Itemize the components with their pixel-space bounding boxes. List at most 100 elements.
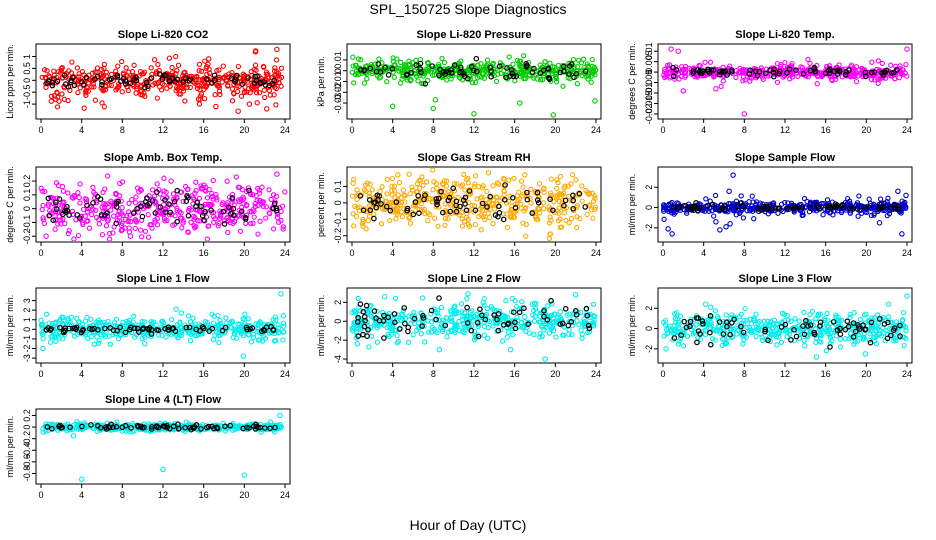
- panel-title: Slope Sample Flow: [735, 152, 836, 164]
- data-point: [805, 56, 811, 63]
- data-point: [874, 312, 881, 318]
- data-point: [358, 57, 364, 63]
- data-point: [52, 320, 58, 327]
- reference-point: [876, 316, 883, 322]
- data-point: [513, 208, 520, 214]
- reference-point: [694, 67, 701, 73]
- data-point: [782, 59, 788, 66]
- data-point: [106, 236, 113, 241]
- x-tick-label: 24: [591, 125, 601, 135]
- data-point: [795, 73, 801, 80]
- data-point: [493, 66, 499, 72]
- reference-point: [832, 201, 839, 207]
- data-point: [583, 73, 589, 80]
- reference-point: [890, 327, 897, 334]
- data-point: [385, 331, 391, 338]
- reference-point: [360, 207, 367, 214]
- reference-point: [108, 76, 115, 82]
- reference-point: [765, 206, 771, 212]
- data-point: [350, 63, 356, 69]
- data-point: [392, 194, 398, 201]
- reference-point: [541, 307, 547, 314]
- reference-point: [98, 212, 105, 218]
- reference-point: [365, 326, 371, 333]
- y-tick-label: -0.02: [333, 82, 343, 103]
- reference-point: [762, 328, 768, 335]
- data-point: [361, 187, 368, 193]
- data-point: [137, 227, 144, 233]
- reference-point: [512, 205, 519, 211]
- data-point: [587, 328, 593, 335]
- reference-point: [412, 199, 419, 205]
- data-point: [275, 322, 281, 328]
- data-point: [161, 202, 167, 208]
- data-point: [471, 328, 478, 335]
- data-point: [84, 218, 90, 224]
- reference-point: [850, 206, 856, 212]
- data-point: [542, 59, 548, 65]
- y-axis-label: ml/min per min.: [5, 295, 15, 357]
- reference-point: [408, 69, 415, 76]
- x-tick-label: 24: [902, 248, 912, 258]
- data-point: [79, 69, 86, 75]
- data-point: [584, 211, 590, 218]
- reference-point: [157, 204, 164, 211]
- reference-point: [208, 207, 214, 214]
- data-point: [458, 209, 465, 216]
- x-tick-label: 4: [79, 369, 84, 379]
- data-point: [251, 66, 257, 73]
- data-point: [861, 312, 868, 318]
- x-tick-label: 0: [38, 248, 43, 258]
- data-point: [190, 213, 197, 219]
- reference-point: [548, 297, 554, 304]
- reference-point: [172, 328, 179, 335]
- data-point: [60, 200, 66, 206]
- reference-point: [385, 72, 392, 78]
- data-point: [263, 204, 269, 210]
- reference-point: [76, 215, 83, 221]
- data-point: [192, 80, 198, 86]
- data-point: [752, 205, 758, 211]
- data-point: [663, 71, 669, 77]
- data-point: [673, 209, 679, 215]
- data-point: [418, 207, 425, 213]
- data-point: [742, 305, 748, 312]
- reference-point: [535, 200, 542, 206]
- reference-point: [122, 329, 129, 336]
- data-point: [833, 312, 839, 318]
- reference-point: [707, 312, 714, 319]
- data-point: [201, 95, 208, 102]
- data-point: [586, 73, 592, 79]
- data-point: [235, 63, 242, 70]
- data-point: [106, 230, 113, 237]
- panel-4: Slope Amb. Box Temp.0 4 8 12 16 20 24-0.2-0.10…: [5, 152, 291, 258]
- reference-point: [433, 316, 439, 323]
- data-point: [400, 312, 406, 319]
- data-point: [417, 72, 423, 78]
- data-point: [557, 216, 563, 222]
- data-point: [429, 329, 435, 335]
- data-point: [220, 63, 226, 69]
- data-point: [235, 197, 242, 203]
- data-point: [204, 236, 210, 241]
- x-tick-label: 8: [120, 369, 125, 379]
- x-tick-label: 16: [199, 490, 209, 500]
- reference-point: [776, 205, 782, 212]
- data-point: [276, 329, 282, 335]
- data-point: [374, 339, 381, 345]
- reference-point: [516, 309, 523, 316]
- data-point: [47, 208, 53, 214]
- data-point: [559, 197, 566, 203]
- data-point: [129, 196, 135, 203]
- reference-point: [80, 326, 87, 333]
- reference-point: [720, 331, 727, 337]
- reference-point: [871, 69, 878, 75]
- reference-point: [51, 76, 57, 82]
- x-tick-label: 4: [390, 248, 395, 258]
- data-point: [363, 226, 369, 232]
- reference-point: [261, 327, 268, 334]
- data-point: [69, 194, 75, 200]
- data-point: [805, 74, 811, 80]
- data-point: [491, 72, 498, 79]
- reference-point: [45, 195, 52, 202]
